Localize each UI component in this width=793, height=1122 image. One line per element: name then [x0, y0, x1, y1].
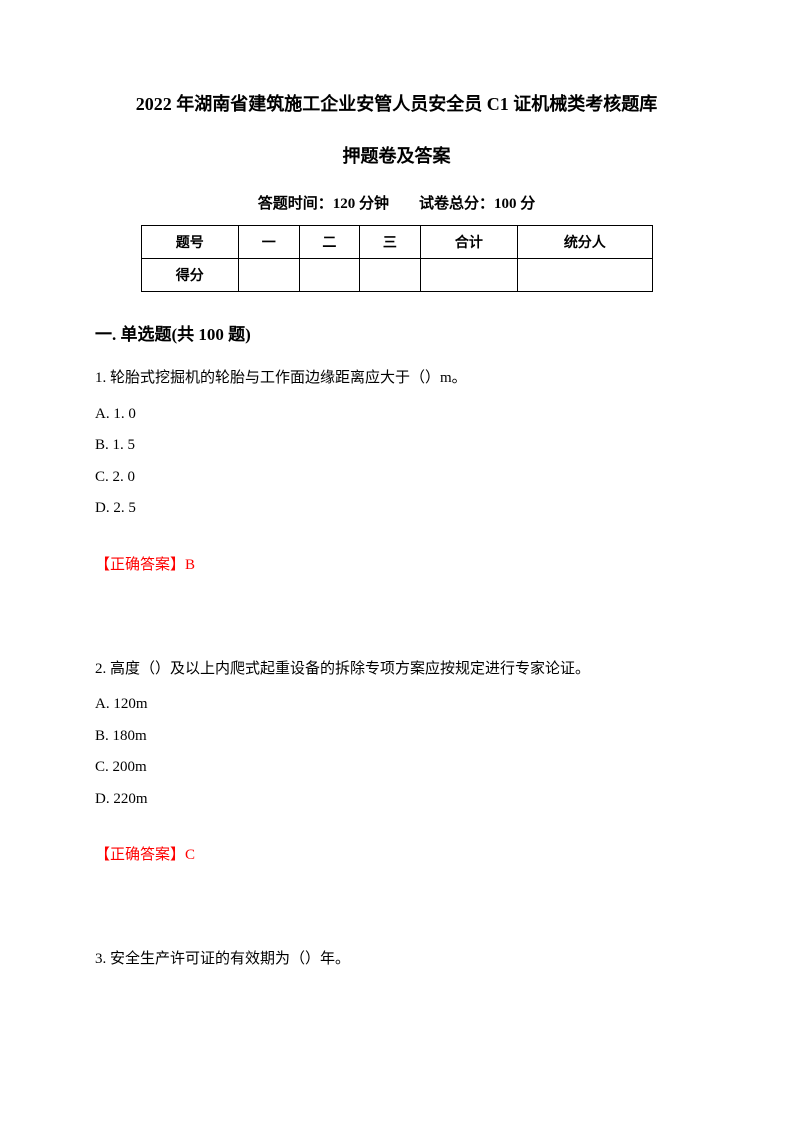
answer-value: C	[185, 847, 195, 863]
option-d: D. 2. 5	[95, 493, 698, 525]
answer-label: 【正确答案】	[95, 847, 185, 863]
table-row-label: 得分	[141, 259, 238, 292]
table-score-row: 得分	[141, 259, 652, 292]
table-header-cell: 一	[238, 226, 299, 259]
option-a: A. 1. 0	[95, 399, 698, 431]
table-header-cell: 二	[299, 226, 360, 259]
sub-title: 押题卷及答案	[95, 142, 698, 168]
table-cell	[360, 259, 421, 292]
table-header-row: 题号 一 二 三 合计 统分人	[141, 226, 652, 259]
option-d: D. 220m	[95, 784, 698, 816]
option-c: C. 2. 0	[95, 462, 698, 494]
table-cell	[238, 259, 299, 292]
question-number: 2.	[95, 661, 106, 677]
table-cell	[518, 259, 652, 292]
question-text: 1. 轮胎式挖掘机的轮胎与工作面边缘距离应大于（）m。	[95, 363, 698, 395]
question-body: 轮胎式挖掘机的轮胎与工作面边缘距离应大于（）m。	[110, 370, 467, 386]
table-header-cell: 合计	[420, 226, 517, 259]
main-title: 2022 年湖南省建筑施工企业安管人员安全员 C1 证机械类考核题库	[95, 90, 698, 116]
question-number: 3.	[95, 951, 106, 967]
option-c: C. 200m	[95, 752, 698, 784]
question-number: 1.	[95, 370, 106, 386]
table-header-cell: 统分人	[518, 226, 652, 259]
question-3: 3. 安全生产许可证的有效期为（）年。	[95, 944, 698, 976]
option-a: A. 120m	[95, 689, 698, 721]
question-body: 高度（）及以上内爬式起重设备的拆除专项方案应按规定进行专家论证。	[110, 661, 590, 677]
option-b: B. 1. 5	[95, 430, 698, 462]
score-table: 题号 一 二 三 合计 统分人 得分	[141, 225, 653, 292]
answer-value: B	[185, 557, 195, 573]
table-cell	[420, 259, 517, 292]
question-text: 3. 安全生产许可证的有效期为（）年。	[95, 944, 698, 976]
answer-block: 【正确答案】C	[95, 843, 698, 864]
table-header-cell: 题号	[141, 226, 238, 259]
option-b: B. 180m	[95, 721, 698, 753]
question-2: 2. 高度（）及以上内爬式起重设备的拆除专项方案应按规定进行专家论证。 A. 1…	[95, 654, 698, 865]
question-text: 2. 高度（）及以上内爬式起重设备的拆除专项方案应按规定进行专家论证。	[95, 654, 698, 686]
section-title: 一. 单选题(共 100 题)	[95, 320, 698, 345]
question-1: 1. 轮胎式挖掘机的轮胎与工作面边缘距离应大于（）m。 A. 1. 0 B. 1…	[95, 363, 698, 574]
question-body: 安全生产许可证的有效期为（）年。	[110, 951, 350, 967]
table-cell	[299, 259, 360, 292]
table-header-cell: 三	[360, 226, 421, 259]
exam-info: 答题时间：120 分钟 试卷总分：100 分	[95, 192, 698, 213]
answer-block: 【正确答案】B	[95, 553, 698, 574]
answer-label: 【正确答案】	[95, 557, 185, 573]
